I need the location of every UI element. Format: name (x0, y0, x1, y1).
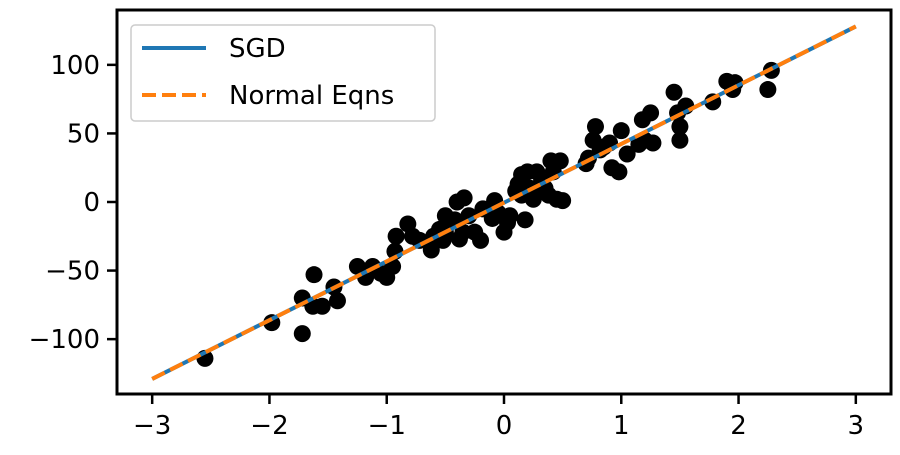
data-point (642, 104, 660, 122)
y-axis: −100 −50 0 50 100 (29, 51, 117, 355)
x-tick-label: 3 (848, 411, 865, 441)
data-point (516, 211, 534, 229)
legend-label-sgd: SGD (229, 34, 286, 64)
data-point (293, 325, 311, 343)
data-point (455, 189, 473, 207)
data-point (387, 227, 405, 245)
data-point (551, 152, 569, 170)
legend-box (130, 24, 436, 122)
x-tick-label: 0 (496, 411, 513, 441)
data-point (328, 292, 346, 310)
x-tick-label: 2 (730, 411, 747, 441)
data-point (524, 190, 542, 208)
y-tick-label: 50 (67, 119, 100, 149)
x-tick-label: −3 (133, 411, 171, 441)
data-point (305, 266, 323, 284)
data-point (422, 241, 440, 259)
data-point (501, 207, 519, 225)
x-axis: −3 −2 −1 0 1 2 3 (133, 394, 864, 441)
x-tick-label: 1 (613, 411, 630, 441)
data-point (472, 231, 490, 249)
data-point (612, 122, 630, 140)
x-tick-label: −2 (250, 411, 288, 441)
data-point (554, 192, 572, 210)
y-tick-label: 0 (83, 188, 100, 218)
series-line-normal-eqns (151, 24, 857, 381)
legend-label-normal-eqns: Normal Eqns (229, 81, 394, 111)
x-tick-label: −1 (368, 411, 406, 441)
fit-lines (151, 24, 857, 381)
y-tick-label: −100 (29, 325, 100, 355)
data-point (618, 145, 636, 163)
y-tick-label: 100 (50, 51, 100, 81)
data-point (671, 118, 689, 136)
data-point (610, 163, 628, 181)
data-point (454, 223, 472, 241)
data-point (665, 83, 683, 101)
data-point (313, 297, 331, 315)
data-point (644, 134, 662, 152)
data-point (586, 118, 604, 136)
data-point (671, 131, 689, 149)
y-tick-label: −50 (45, 257, 100, 287)
legend: SGD Normal Eqns (130, 24, 436, 122)
data-point (759, 81, 777, 99)
